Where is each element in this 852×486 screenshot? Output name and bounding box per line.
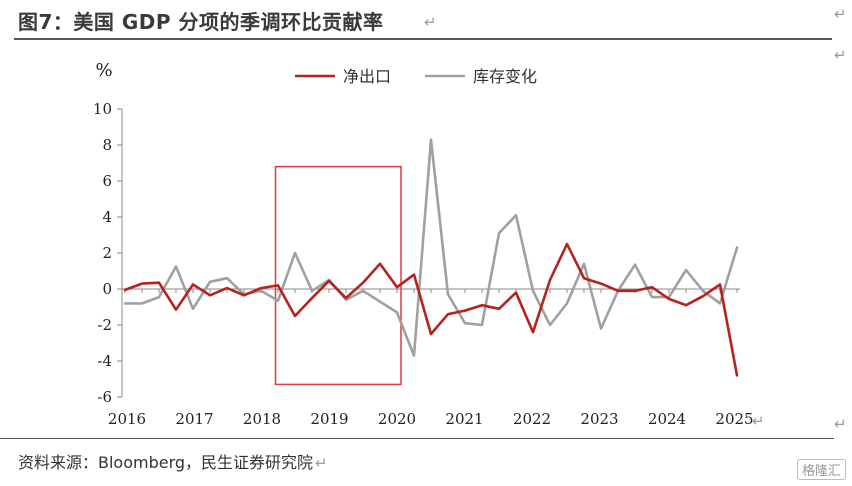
highlight-box — [274, 165, 402, 386]
x-tick-label: 2022 — [513, 410, 551, 428]
source-text: 资料来源：Bloomberg，民生证券研究院 — [18, 453, 314, 472]
series-line-net-exports — [123, 242, 739, 377]
return-mark-icon: ↵ — [424, 13, 437, 31]
y-tick-label: 10 — [93, 100, 112, 118]
series-line-inventory — [123, 138, 739, 357]
x-tick-label: 2023 — [580, 410, 618, 428]
y-tick-label: 8 — [102, 136, 112, 154]
x-tick-label: 2021 — [445, 410, 483, 428]
axes: -6 -4 -2 0 2 4 6 8 10 2016 2017 2018 2019 2020 2021 202… — [93, 100, 754, 428]
x-tick-label: 2018 — [243, 410, 281, 428]
x-tick-label: 2025 — [715, 410, 753, 428]
return-mark-icon: ↵ — [834, 415, 847, 433]
legend-label: 净出口 — [343, 67, 391, 86]
x-tick-label: 2024 — [648, 410, 686, 428]
return-mark-icon: ↵ — [834, 5, 847, 23]
y-tick-label: 0 — [102, 280, 112, 298]
chart-title: 图7：美国 GDP 分项的季调环比贡献率 — [18, 10, 384, 34]
x-tick-label: 2020 — [378, 410, 416, 428]
y-tick-label: 4 — [102, 208, 112, 226]
source-divider — [0, 438, 834, 439]
series-group — [123, 138, 739, 377]
y-tick-label: -6 — [97, 388, 112, 406]
title-divider — [14, 38, 832, 40]
return-mark-icon: ↵ — [315, 454, 328, 472]
y-tick-label: -2 — [97, 316, 112, 334]
x-tick-label: 2016 — [108, 410, 146, 428]
legend-label: 库存变化 — [473, 67, 537, 86]
return-mark-icon: ↵ — [834, 46, 847, 64]
y-axis-label: % — [95, 60, 112, 81]
return-mark-icon: ↵ — [752, 412, 765, 430]
y-tick-label: 2 — [102, 244, 112, 262]
x-tick-label: 2017 — [175, 410, 213, 428]
source-note: 资料来源：Bloomberg，民生证券研究院 ↵ — [18, 449, 328, 473]
y-tick-label: -4 — [97, 352, 112, 370]
watermark-badge: 格隆汇 — [796, 459, 846, 480]
legend: 净出口 库存变化 — [295, 67, 537, 86]
y-tick-label: 6 — [102, 172, 112, 190]
highlight-box-group — [274, 165, 402, 386]
x-tick-label: 2019 — [310, 410, 348, 428]
